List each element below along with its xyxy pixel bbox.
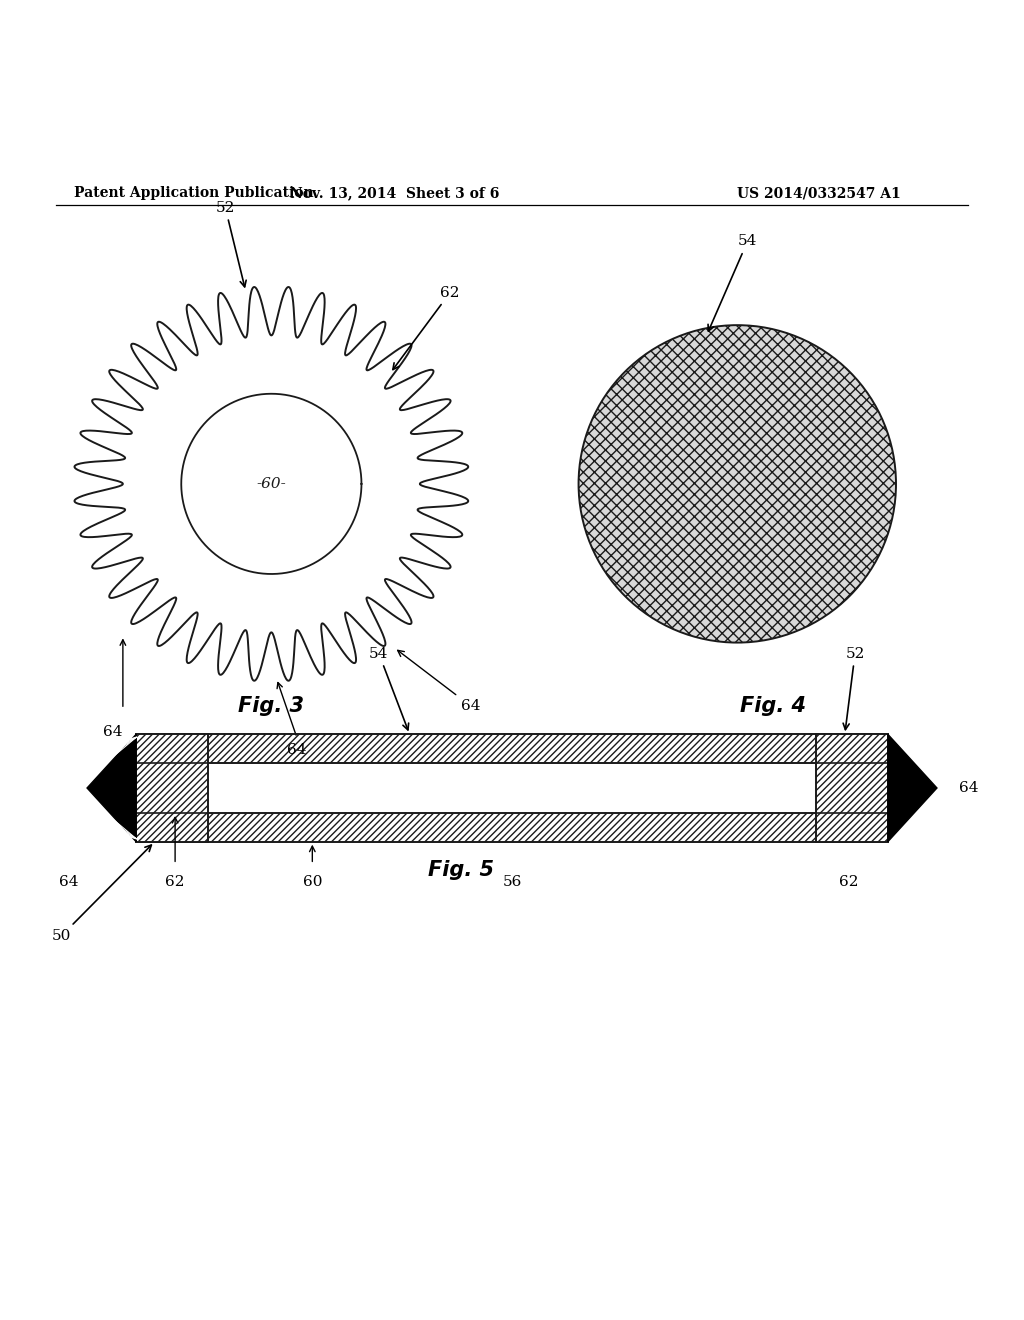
Text: 54: 54 bbox=[370, 647, 409, 730]
Text: 56: 56 bbox=[503, 875, 521, 888]
Circle shape bbox=[579, 325, 896, 643]
Text: 64: 64 bbox=[397, 651, 480, 713]
Text: 52: 52 bbox=[216, 201, 246, 286]
Text: 62: 62 bbox=[393, 285, 460, 370]
Bar bbox=[136, 734, 208, 842]
Bar bbox=[136, 813, 888, 842]
Polygon shape bbox=[888, 734, 937, 842]
Text: Fig. 4: Fig. 4 bbox=[740, 696, 806, 715]
Text: Fig. 5: Fig. 5 bbox=[428, 859, 494, 880]
Text: 52: 52 bbox=[843, 647, 864, 730]
Text: 50: 50 bbox=[52, 845, 152, 942]
Bar bbox=[816, 734, 888, 842]
Text: 54: 54 bbox=[708, 235, 757, 331]
Text: Patent Application Publication: Patent Application Publication bbox=[74, 186, 313, 201]
Text: 64: 64 bbox=[287, 743, 307, 756]
Text: -60-: -60- bbox=[256, 477, 287, 491]
Bar bbox=[136, 734, 888, 763]
Text: 62: 62 bbox=[165, 875, 185, 888]
Text: 60: 60 bbox=[302, 875, 323, 888]
Text: Fig. 3: Fig. 3 bbox=[239, 696, 304, 715]
Text: 64: 64 bbox=[959, 781, 979, 795]
Text: 62: 62 bbox=[839, 875, 859, 888]
Text: US 2014/0332547 A1: US 2014/0332547 A1 bbox=[737, 186, 901, 201]
Text: 64: 64 bbox=[58, 875, 79, 888]
Text: 64: 64 bbox=[102, 725, 123, 738]
Polygon shape bbox=[87, 734, 136, 842]
Text: Nov. 13, 2014  Sheet 3 of 6: Nov. 13, 2014 Sheet 3 of 6 bbox=[290, 186, 499, 201]
